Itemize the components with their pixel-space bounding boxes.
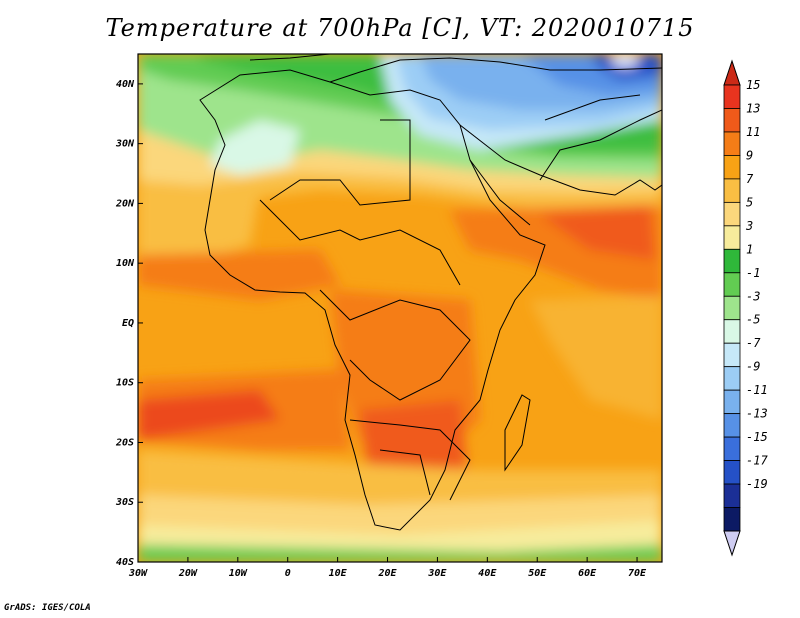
colorbar-label: -11 xyxy=(746,383,768,397)
lon-tick-label: 70E xyxy=(628,568,647,579)
colorbar-swatch xyxy=(723,342,741,368)
chart-title: Temperature at 700hPa [C], VT: 202001071… xyxy=(105,14,695,42)
colorbar-label: -7 xyxy=(746,336,761,350)
colorbar-label: -13 xyxy=(746,407,768,421)
lat-tick-label: EQ xyxy=(122,318,134,329)
colorbar-under-arrow xyxy=(723,530,741,557)
colorbar-swatch xyxy=(723,319,741,344)
colorbar-swatch xyxy=(723,483,741,508)
colorbar-swatch xyxy=(723,84,741,109)
colorbar-label: 5 xyxy=(746,195,753,209)
lon-tick-label: 50E xyxy=(528,568,547,579)
lon-tick-label: 10W xyxy=(229,568,248,579)
colorbar-swatch xyxy=(723,272,741,297)
colorbar-swatch xyxy=(723,155,741,180)
colorbar-swatch xyxy=(723,108,741,133)
lat-axis: 40N 30N 20N 10N EQ 10S 20S 30S 40S xyxy=(115,79,143,568)
colorbar-label: 1 xyxy=(746,242,753,256)
colorbar-label: -9 xyxy=(746,360,760,374)
colorbar-swatch xyxy=(723,225,741,250)
colorbar-swatch xyxy=(723,201,741,227)
temperature-field xyxy=(138,54,662,562)
colorbar-swatch xyxy=(723,507,741,532)
colorbar-swatch xyxy=(723,389,741,415)
colorbar-label: -1 xyxy=(746,266,760,280)
colorbar-swatch xyxy=(723,436,741,461)
lon-tick-label: 20W xyxy=(178,568,198,579)
lat-tick-label: 10N xyxy=(116,258,135,269)
lat-tick-label: 40N xyxy=(116,79,135,90)
lat-tick-label: 20S xyxy=(115,437,134,448)
colorbar-label: -17 xyxy=(746,454,768,468)
colorbar-label: 15 xyxy=(746,78,760,92)
colorbar-swatch xyxy=(723,460,741,485)
lat-tick-label: 30S xyxy=(115,497,134,508)
colorbar-label: 11 xyxy=(746,125,760,139)
colorbar-swatch xyxy=(723,178,741,203)
colorbar-over-arrow xyxy=(723,59,741,86)
lon-tick-label: 20E xyxy=(377,568,397,579)
lat-tick-label: 10S xyxy=(116,378,134,389)
coastlines xyxy=(199,54,662,531)
lon-tick-label: 0 xyxy=(285,568,291,579)
colorbar-swatch xyxy=(723,248,741,274)
colorbar-label: 13 xyxy=(746,101,760,115)
colorbar-label: 9 xyxy=(746,148,753,162)
colorbar-label: 7 xyxy=(746,172,754,186)
colorbar-label: -19 xyxy=(746,477,768,491)
colorbar-swatch xyxy=(723,131,741,156)
colorbar-swatch xyxy=(723,366,741,391)
colorbar-swatch xyxy=(723,413,741,438)
lon-tick-label: 30E xyxy=(427,568,447,579)
colorbar-label: -5 xyxy=(746,313,760,327)
lat-tick-label: 20N xyxy=(115,198,135,209)
lon-tick-label: 10E xyxy=(329,568,348,579)
colorbar-swatch xyxy=(723,295,741,321)
lon-tick-label: 40E xyxy=(478,568,497,579)
lat-tick-label: 30N xyxy=(115,139,135,150)
grads-credit: GrADS: IGES/COLA xyxy=(4,603,91,613)
colorbar-label: -15 xyxy=(746,430,768,444)
colorbar: 15 13 11 9 7 5 3 1 -1 -3 -5 -7 -9 -11 -13 -15 -17 -19 xyxy=(723,59,768,557)
plot-frame xyxy=(137,53,663,563)
lon-tick-label: 60E xyxy=(578,568,597,579)
lon-tick-label: 30W xyxy=(128,568,148,579)
lon-axis: 30W 20W 10W 0 10E 20E 30E 40E 50E 60E 70E xyxy=(128,557,647,579)
colorbar-label: 3 xyxy=(745,219,753,233)
colorbar-label: -3 xyxy=(746,289,760,303)
lat-tick-label: 40S xyxy=(116,557,134,568)
